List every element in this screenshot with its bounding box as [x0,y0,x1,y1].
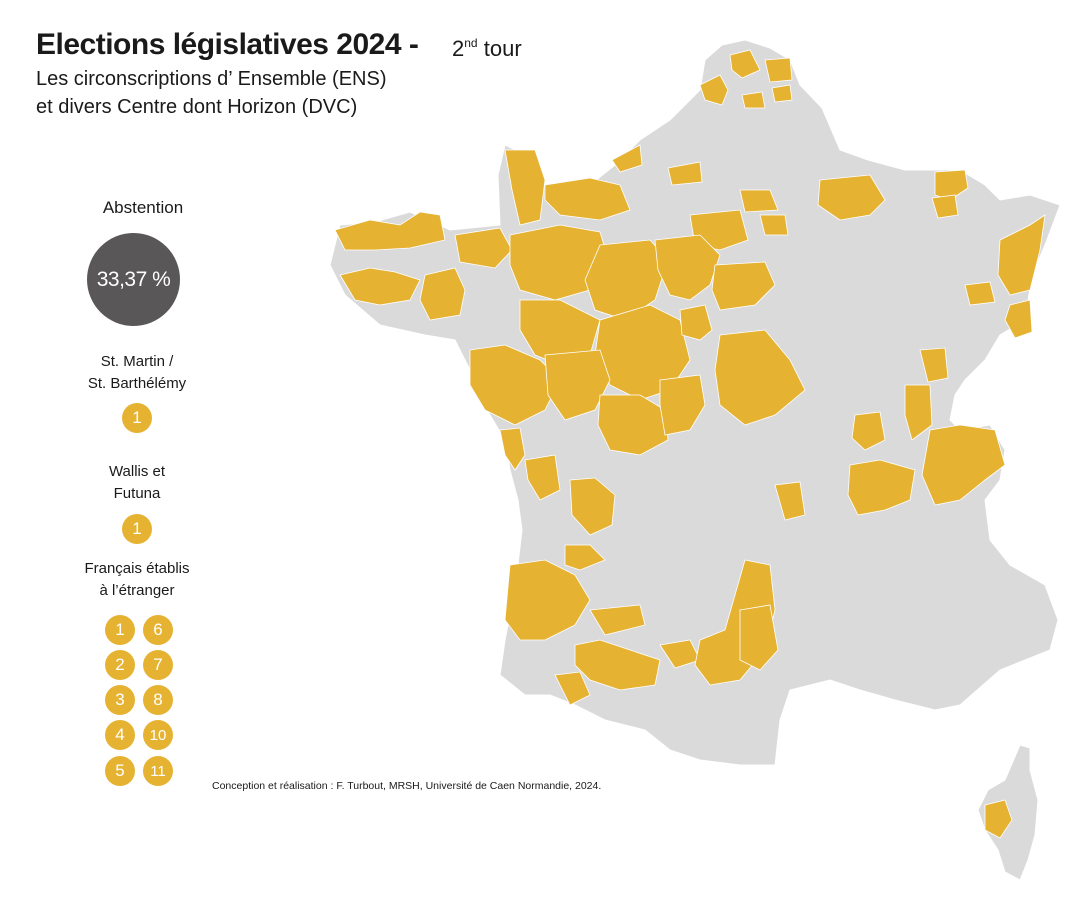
wallis-futuna-label-line2: Futuna [113,485,161,502]
st-martin-label: St. Martin / St. Barthélémy [52,351,222,395]
map-title: Elections législatives 2024 - [36,28,419,61]
wallis-futuna-label: Wallis et Futuna [52,461,222,505]
subtitle-line-2: et divers Centre dont Horizon (DVC) [36,96,358,118]
abroad-seat-badge: 3 [105,685,135,715]
abroad-seat-badge: 7 [143,650,173,680]
subtitle-line-1: Les circonscriptions d’ Ensemble (ENS) [36,68,387,90]
st-martin-label-line1: St. Martin / [100,353,174,370]
abroad-seat-badge: 6 [143,615,173,645]
abroad-label-line2: à l’étranger [99,582,175,599]
round-number: 2 [452,36,465,61]
corsica-constituency [984,799,1013,839]
abroad-seat-badge: 5 [105,756,135,786]
abroad-seat-badge: 8 [143,685,173,715]
abstention-label: Abstention [102,198,184,217]
wallis-futuna-label-line1: Wallis et [108,463,166,480]
st-martin-seat-badge: 1 [122,403,152,433]
abroad-seat-badge: 1 [105,615,135,645]
abroad-label-line1: Français établis [84,560,190,577]
abroad-seat-badge: 11 [143,756,173,786]
abstention-disc: 33,37 % [87,233,180,326]
round-word: tour [483,36,522,61]
round-suffix: nd [464,36,478,50]
ens-dvc-constituencies [334,49,1046,839]
credit-line: Conception et réalisation : F. Turbout, … [212,780,602,792]
abroad-seat-badge: 2 [105,650,135,680]
round-label: 2nd tour [452,36,522,62]
st-martin-label-line2: St. Barthélémy [87,375,187,392]
abroad-label: Français établis à l’étranger [52,558,222,602]
abroad-seat-badge: 4 [105,720,135,750]
wallis-futuna-seat-badge: 1 [122,514,152,544]
abroad-seat-badge: 10 [143,720,173,750]
